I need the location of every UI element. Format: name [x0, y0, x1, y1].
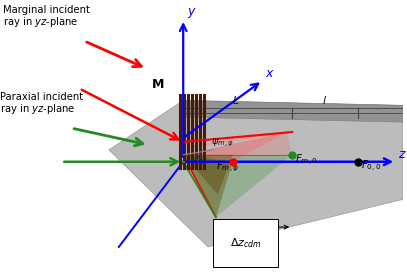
- Text: ray in $yz$-plane: ray in $yz$-plane: [0, 102, 76, 116]
- Text: $L$: $L$: [232, 94, 239, 106]
- Polygon shape: [109, 100, 403, 247]
- Polygon shape: [183, 100, 403, 122]
- Text: ray in $yz$-plane: ray in $yz$-plane: [3, 15, 79, 29]
- Text: Paraxial incident: Paraxial incident: [0, 92, 83, 102]
- Text: $x$: $x$: [265, 67, 275, 79]
- Text: $\psi_{m,\varphi}$: $\psi_{m,\varphi}$: [211, 136, 234, 149]
- Text: $\mathbf{M}$: $\mathbf{M}$: [151, 78, 164, 92]
- Text: Marginal incident: Marginal incident: [3, 5, 90, 15]
- Text: $l$: $l$: [322, 94, 327, 106]
- Polygon shape: [183, 155, 233, 195]
- Text: $\varphi$: $\varphi$: [194, 152, 202, 164]
- Text: $F_{m,\varphi}$: $F_{m,\varphi}$: [216, 160, 239, 175]
- Text: $\Delta z_{cdm}$: $\Delta z_{cdm}$: [230, 236, 261, 250]
- Polygon shape: [183, 132, 292, 155]
- Text: $y$: $y$: [187, 6, 197, 20]
- Polygon shape: [183, 155, 233, 217]
- Text: $F_{m,0}$: $F_{m,0}$: [295, 152, 318, 167]
- Polygon shape: [183, 155, 292, 217]
- Text: $z$: $z$: [398, 148, 407, 161]
- Text: $F_{0,0}$: $F_{0,0}$: [361, 159, 382, 175]
- Polygon shape: [183, 132, 287, 162]
